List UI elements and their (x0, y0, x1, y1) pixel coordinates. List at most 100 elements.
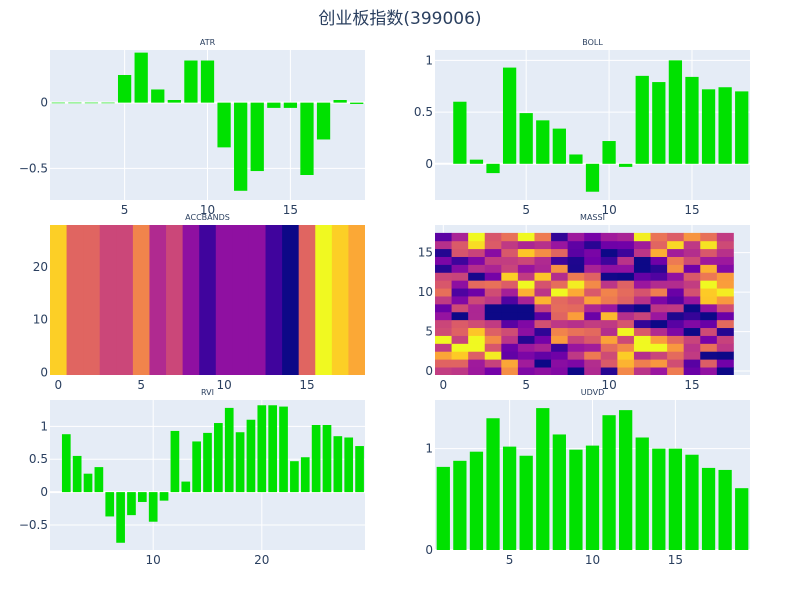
heatmap-cell (584, 256, 602, 265)
y-tick-label: 20 (33, 260, 48, 274)
heatmap-cell (700, 311, 718, 321)
heatmap-cell (683, 256, 701, 265)
subplot-title: ATR (200, 38, 216, 47)
heatmap-cell (517, 296, 535, 305)
y-tick-label: 1 (425, 442, 433, 456)
heatmap-cell (484, 232, 502, 242)
heatmap-cell (650, 367, 668, 375)
bar (469, 451, 484, 550)
y-tick-label: 5 (425, 325, 433, 339)
heatmap-cell (517, 319, 535, 329)
heatmap-cell (551, 232, 569, 242)
subplot-atr: ATR 5 10 15 −0.5 0 (19, 38, 365, 217)
heatmap-cell (534, 240, 552, 250)
heatmap-cell (468, 248, 486, 257)
heatmap-cell (600, 256, 618, 265)
y-tick-label: 0 (425, 157, 433, 171)
heatmap-cell (468, 256, 486, 265)
heatmap-cell (667, 248, 685, 257)
heatmap-cell (633, 240, 651, 250)
heatmap-cell (650, 335, 668, 344)
heatmap-cell (468, 319, 486, 329)
heatmap-cell (484, 319, 502, 329)
bar (192, 441, 201, 493)
heatmap-cell (451, 367, 469, 375)
heatmap-cell (617, 264, 635, 273)
heatmap-column (298, 225, 316, 375)
heatmap-cell (667, 359, 685, 368)
heatmap-cell (484, 351, 502, 360)
heatmap-cell (650, 232, 668, 242)
heatmap-cell (451, 359, 469, 368)
heatmap-cell (716, 288, 734, 297)
heatmap-cell (468, 303, 486, 313)
heatmap-cell (700, 240, 718, 250)
bar (101, 102, 115, 104)
bar (585, 445, 600, 550)
heatmap-cell (650, 319, 668, 329)
heatmap-column (315, 225, 333, 375)
heatmap-cell (716, 319, 734, 329)
heatmap-cell (567, 240, 585, 250)
heatmap-cell (600, 280, 618, 289)
bar (685, 76, 699, 164)
heatmap-cell (633, 311, 651, 321)
heatmap-cell (667, 288, 685, 297)
heatmap-cell (700, 288, 718, 297)
bar (453, 101, 467, 164)
bar (469, 159, 484, 164)
heatmap-cell (517, 351, 535, 360)
bar (569, 449, 583, 550)
bar (316, 102, 331, 140)
heatmap-cell (567, 296, 585, 305)
heatmap-cell (551, 359, 569, 368)
heatmap-cell (567, 288, 585, 297)
heatmap-cell (534, 256, 552, 265)
heatmap-cell (667, 280, 685, 289)
heatmap-cell (633, 303, 651, 313)
heatmap-cell (650, 272, 668, 281)
y-tick-label: 15 (418, 246, 433, 260)
heatmap-cell (700, 264, 718, 273)
heatmap-cell (667, 311, 685, 321)
heatmap-cell (716, 264, 734, 273)
heatmap-cell (517, 343, 535, 352)
bar (453, 460, 467, 550)
heatmap-cell (700, 327, 718, 336)
heatmap-cell (517, 359, 535, 368)
heatmap-cell (501, 232, 519, 242)
heatmap-cell (667, 335, 685, 344)
subplot-accbands: ACCBANDS 0 5 10 15 0 10 20 (33, 213, 365, 392)
bar (718, 87, 732, 164)
bar (137, 492, 147, 502)
heatmap-cell (567, 311, 585, 321)
heatmap-cell (650, 280, 668, 289)
heatmap-cell (600, 232, 618, 242)
y-tick-label: 1 (40, 419, 48, 433)
heatmap-cell (451, 303, 469, 313)
heatmap-cell (633, 280, 651, 289)
marks (50, 225, 365, 375)
bar (217, 102, 231, 148)
bar (94, 467, 104, 493)
heatmap-cell (501, 303, 519, 313)
heatmap-cell (567, 335, 585, 344)
heatmap-cell (584, 343, 602, 352)
y-tick-label: 0 (40, 96, 48, 110)
heatmap-cell (617, 367, 635, 375)
bar (300, 457, 310, 493)
heatmap-cell (551, 272, 569, 281)
bar (170, 430, 180, 493)
heatmap-cell (551, 303, 569, 313)
heatmap-cell (468, 367, 486, 375)
heatmap-cell (551, 248, 569, 257)
heatmap-cell (716, 272, 734, 281)
x-tick-label: 5 (522, 378, 530, 392)
heatmap-cell (650, 327, 668, 336)
heatmap-cell (584, 240, 602, 250)
heatmap-cell (650, 296, 668, 305)
heatmap-cell (617, 343, 635, 352)
bar (536, 120, 550, 164)
bar (151, 89, 165, 103)
marks (51, 52, 364, 191)
